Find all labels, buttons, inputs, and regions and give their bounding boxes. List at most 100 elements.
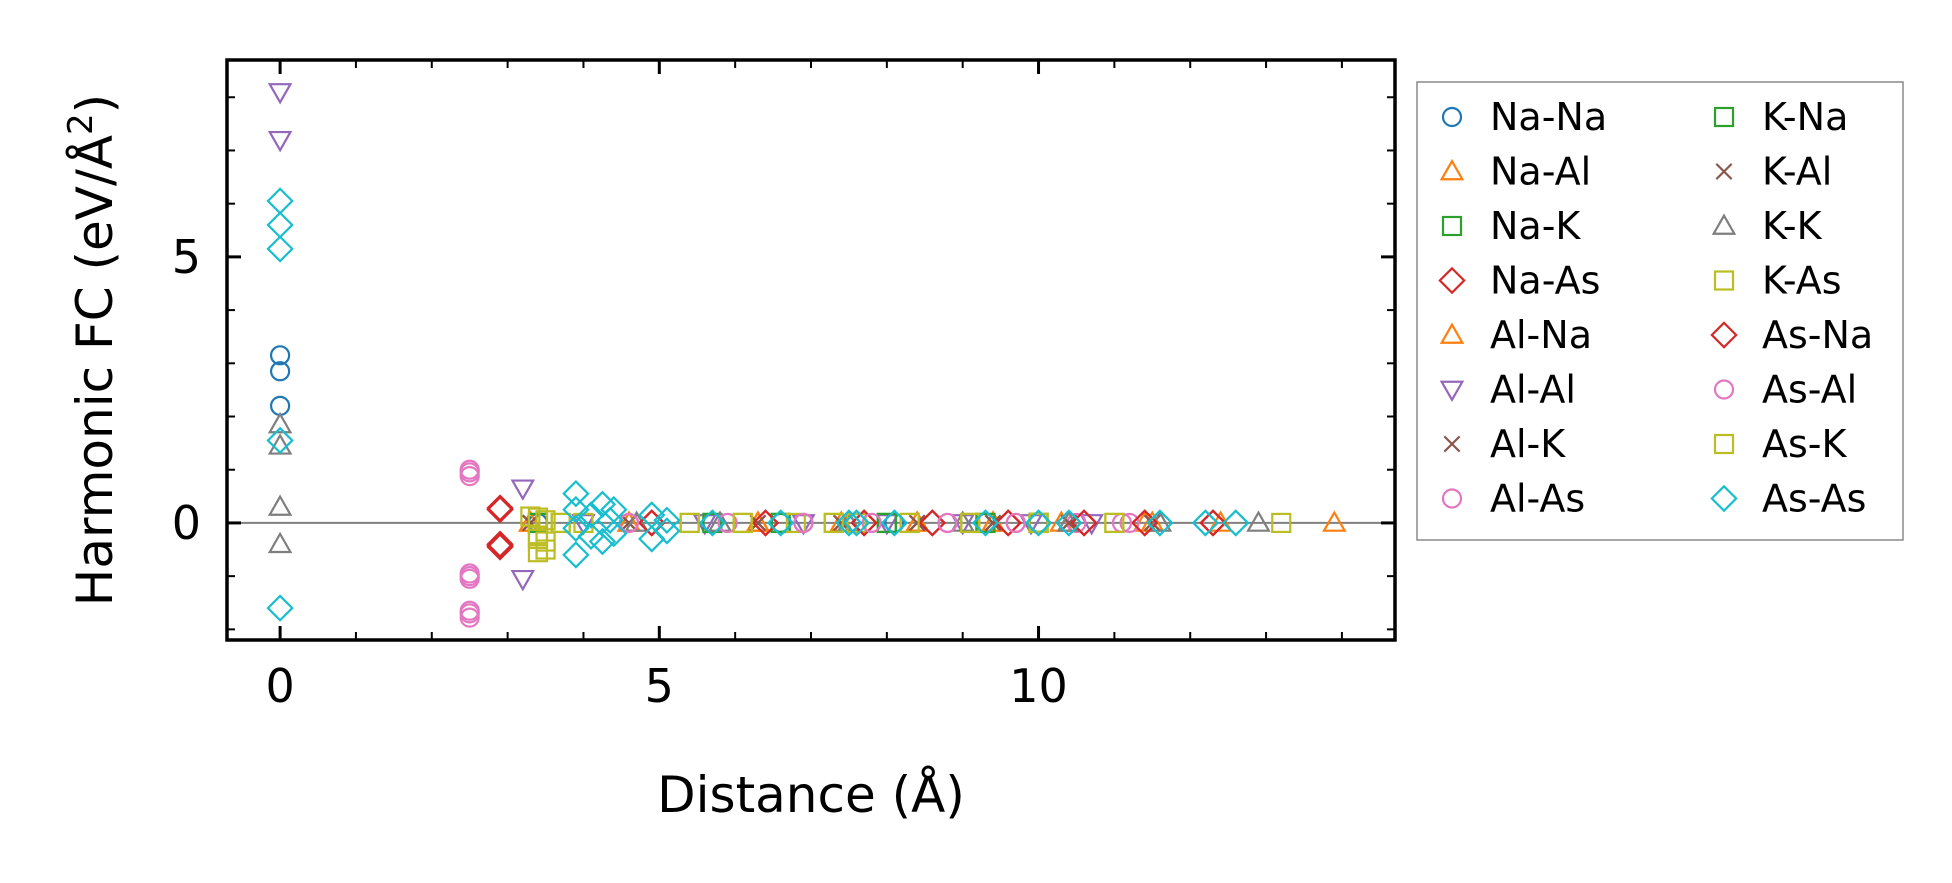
legend-label: Al-Al [1490,368,1576,412]
data-point [562,479,590,508]
data-point [717,512,738,534]
data-point [1246,510,1271,532]
data-point [486,494,514,522]
legend-entry: Na-As [1438,259,1600,303]
data-point [1104,512,1125,534]
data-point [510,479,536,501]
legend-marker [1715,163,1733,180]
legend-entry: As-K [1713,422,1848,466]
legend-entry: Al-As [1441,477,1585,521]
data-point [486,531,514,559]
data-point [1191,509,1220,537]
data-point [1222,509,1250,537]
data-point [1024,509,1053,537]
legend-entry: Na-Na [1441,95,1607,139]
data-point [971,509,1000,537]
legend-label: As-Na [1762,313,1873,357]
data-point [486,533,514,561]
data-point [702,512,723,534]
legend-label: As-K [1762,422,1848,466]
data-point [1199,509,1227,537]
x-tick-label: 0 [265,659,294,713]
legend-marker [1443,435,1461,453]
legend-marker [1441,488,1463,509]
data-point [1060,514,1078,532]
legend-marker [1710,484,1738,513]
legend-entry: Na-Al [1439,150,1591,194]
data-point [653,506,681,534]
data-point [486,495,514,524]
data-point [861,512,882,534]
y-axis-title: Harmonic FC (eV/Å2) [61,94,124,606]
y-tick-label: 5 [172,230,201,284]
legend-label: Al-K [1490,422,1566,466]
y-axis-title-superscript: 2 [61,113,101,135]
legend-marker [1713,270,1735,291]
x-tick-label: 10 [1009,659,1068,713]
data-point [1055,509,1083,537]
legend-entry: Al-K [1443,422,1566,466]
data-point [1146,509,1174,537]
data-point [785,512,806,534]
legend-marker [1713,433,1735,455]
legend-label: K-As [1762,259,1842,303]
legend-entry: K-Na [1713,95,1848,139]
data-point [793,512,814,534]
data-point [588,527,617,556]
data-point [842,509,871,537]
legend-entry: K-Al [1715,150,1832,194]
data-point [880,509,909,537]
data-point [459,603,480,624]
series-al-as [459,459,1140,628]
data-point [899,512,920,534]
data-point [937,512,958,534]
scatter-points [266,83,1347,628]
data-point [600,519,628,548]
series-as-al [459,462,1133,624]
data-point [267,411,293,434]
data-point [908,514,926,532]
legend-entry: Al-Al [1439,368,1576,412]
data-point [770,512,791,534]
legend-label: Na-Na [1490,95,1607,139]
data-point [984,514,1002,532]
data-point [267,531,293,554]
data-point [1119,512,1140,534]
legend-entry: As-As [1710,477,1866,521]
data-point [266,594,294,622]
legend-marker [1711,213,1737,235]
data-point [846,512,867,534]
data-point [269,345,291,366]
legend-label: K-Al [1762,150,1832,194]
data-point [1028,512,1049,534]
ticks: 0 5 10 0 5 [172,60,1395,713]
data-point [527,507,549,528]
data-point [535,539,556,560]
data-point [266,235,294,263]
legend-label: As-Al [1762,368,1857,412]
legend-label: Na-Al [1490,150,1591,194]
legend-entry: As-Al [1713,368,1857,412]
legend-label: Na-K [1490,204,1581,248]
y-axis-title-main: Harmonic FC (eV/Å [66,135,124,606]
legend-entry: K-As [1713,259,1842,303]
plot-frame [225,58,1397,642]
data-point [835,509,863,537]
legend-marker [1439,380,1465,403]
data-point [269,361,291,382]
data-point [960,512,981,534]
legend-marker [1441,106,1463,128]
data-point [577,501,605,529]
data-point [791,514,816,536]
legend-marker [1439,322,1465,344]
series-na-na [269,345,1049,534]
data-point [266,187,294,215]
data-point [1271,512,1292,534]
legend-label: Al-As [1490,477,1585,521]
y-axis-title-close: ) [66,94,124,114]
legend-entry: As-Na [1710,313,1873,357]
legend-label: K-Na [1762,95,1848,139]
x-tick-label: 5 [645,659,674,713]
legend-entry: K-K [1711,204,1823,248]
